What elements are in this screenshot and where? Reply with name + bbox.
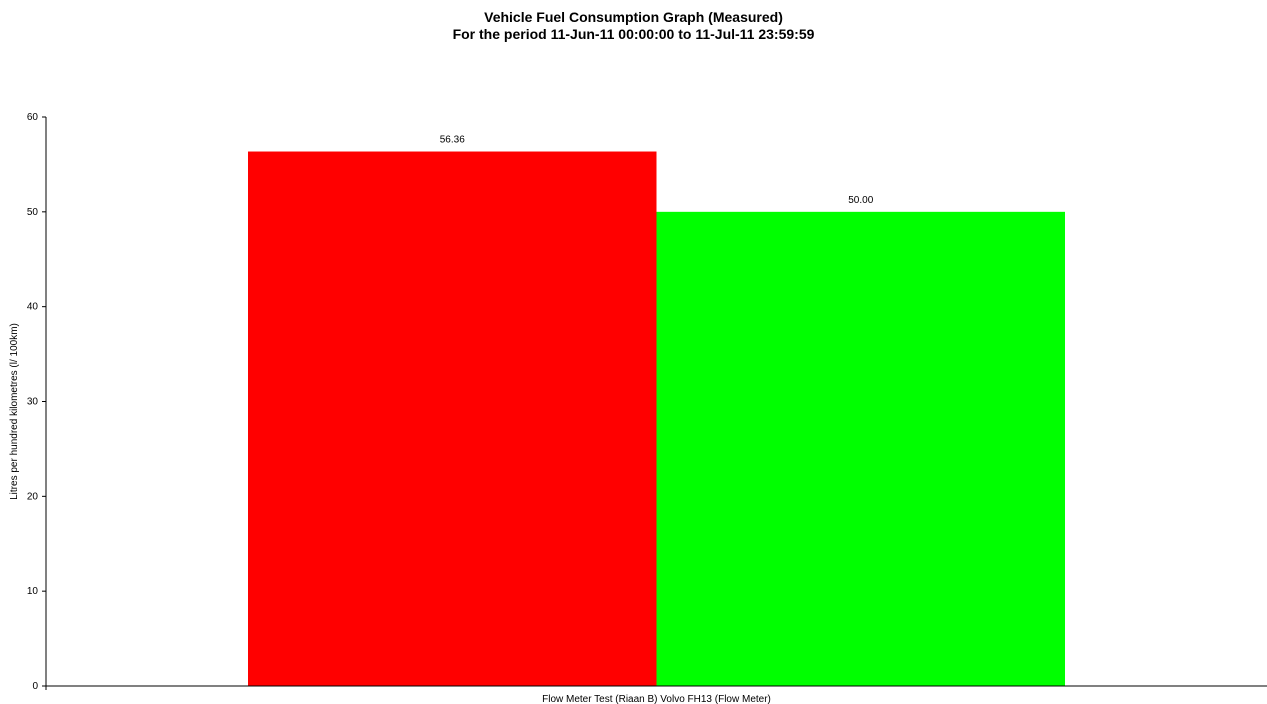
y-tick-label: 0 <box>32 681 38 692</box>
bar-value-label-2: 50.00 <box>848 195 873 206</box>
bars-group <box>248 151 1065 687</box>
axes-group <box>45 117 1267 690</box>
y-tick-label: 40 <box>27 302 39 313</box>
bar-1 <box>248 151 657 686</box>
bar-2 <box>656 211 1065 687</box>
x-category-label: Flow Meter Test (Riaan B) Volvo FH13 (Fl… <box>542 694 771 704</box>
y-tick-label: 60 <box>27 112 39 123</box>
chart-title: Vehicle Fuel Consumption Graph (Measured… <box>484 9 783 25</box>
chart-title-block: Vehicle Fuel Consumption Graph (Measured… <box>0 9 1267 43</box>
bar-value-label-1: 56.36 <box>440 135 465 146</box>
chart-subtitle: For the period 11-Jun-11 00:00:00 to 11-… <box>452 26 815 42</box>
data-labels-group: 56.36 50.00 <box>440 135 874 206</box>
y-axis-title: Litres per hundred kilometres (l/ 100km) <box>9 323 20 500</box>
y-tick-label: 30 <box>27 397 39 408</box>
y-tick-label: 50 <box>27 207 39 218</box>
y-tick-label: 10 <box>27 586 39 597</box>
y-ticks-group: 0 10 20 30 40 50 60 <box>27 112 46 692</box>
y-tick-label: 20 <box>27 491 39 502</box>
